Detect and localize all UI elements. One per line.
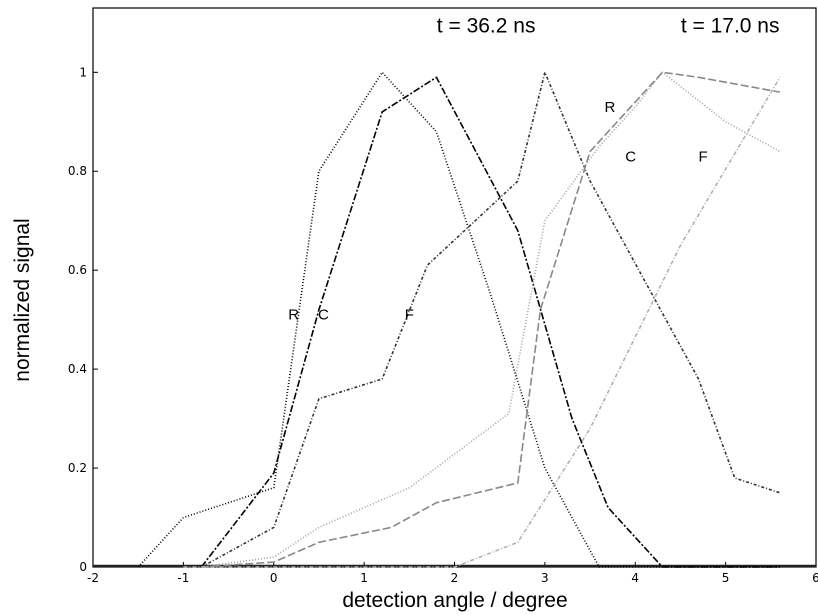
series-line-3 bbox=[201, 71, 781, 568]
x-tick-label: -2 bbox=[87, 571, 99, 585]
curve-label-1: C bbox=[318, 307, 329, 324]
y-axis-label: normalized signal bbox=[11, 218, 34, 381]
y-tick-label: 0.2 bbox=[68, 461, 87, 475]
curve-label-2: F bbox=[405, 307, 414, 324]
y-tick-label: 1 bbox=[79, 65, 87, 79]
y-tick-label: 0.8 bbox=[68, 164, 87, 178]
series-line-0 bbox=[137, 71, 780, 568]
x-tick-label: 1 bbox=[360, 571, 368, 585]
curve-label-5: F bbox=[698, 148, 707, 165]
x-tick-label: 3 bbox=[541, 571, 549, 585]
curve-label-0: R bbox=[288, 307, 299, 324]
x-tick-label: 4 bbox=[631, 571, 639, 585]
x-tick-label: 0 bbox=[270, 571, 278, 585]
time-annotation-0: t = 36.2 ns bbox=[437, 15, 536, 38]
y-tick-label: 0 bbox=[79, 560, 87, 574]
y-tick-label: 0.6 bbox=[68, 263, 87, 277]
series-line-1 bbox=[200, 76, 780, 568]
x-tick-label: 2 bbox=[451, 571, 459, 585]
y-tick-label: 0.4 bbox=[68, 362, 87, 376]
series-line-5 bbox=[183, 76, 781, 568]
curve-label-4: C bbox=[625, 148, 636, 165]
x-tick-label: -1 bbox=[177, 571, 189, 585]
x-tick-label: 6 bbox=[812, 571, 818, 585]
x-tick-label: 5 bbox=[722, 571, 730, 585]
curve-label-3: R bbox=[605, 99, 616, 116]
plot-frame bbox=[92, 7, 817, 568]
x-axis-label: detection angle / degree bbox=[342, 589, 567, 612]
time-annotation-1: t = 17.0 ns bbox=[681, 15, 780, 38]
series-line-4 bbox=[201, 71, 781, 568]
